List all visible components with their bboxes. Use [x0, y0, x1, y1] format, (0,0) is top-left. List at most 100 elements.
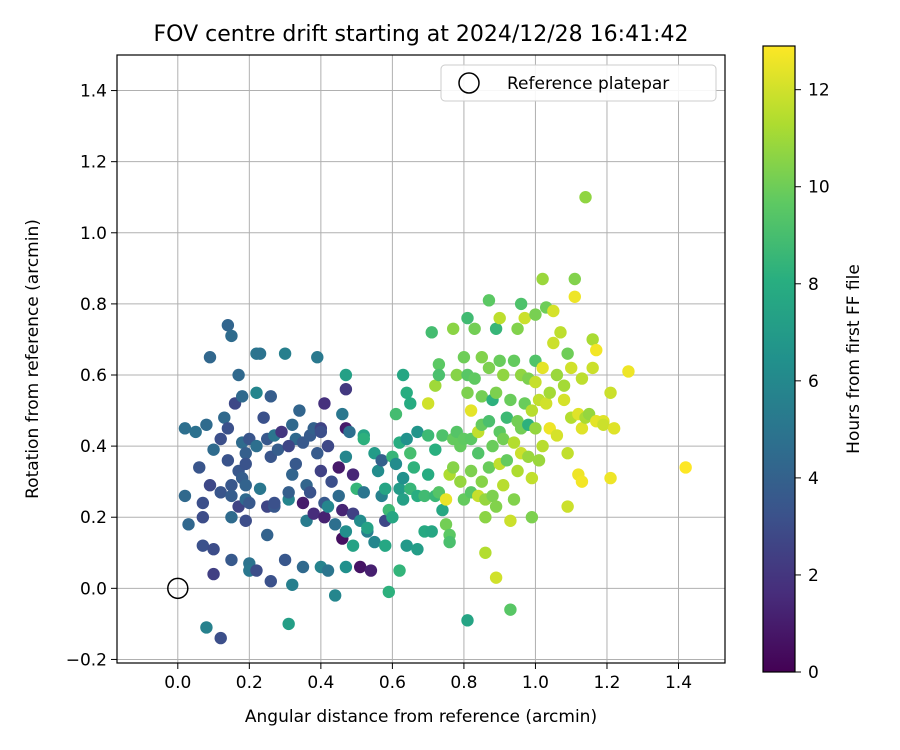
- data-point: [278, 553, 292, 567]
- data-point: [404, 447, 417, 460]
- data-point: [493, 311, 506, 325]
- y-tick-label: 0.2: [80, 508, 107, 528]
- data-point: [421, 468, 435, 481]
- data-point: [504, 603, 517, 616]
- data-point: [289, 457, 303, 471]
- data-point: [436, 503, 449, 517]
- data-point: [346, 468, 360, 481]
- x-tick-label: 1.2: [593, 673, 620, 693]
- data-point: [565, 361, 578, 375]
- data-point: [221, 319, 235, 332]
- data-point: [590, 343, 603, 357]
- data-point: [396, 493, 410, 506]
- data-point: [364, 564, 378, 577]
- data-point: [486, 439, 499, 453]
- data-point: [275, 425, 288, 439]
- data-point: [400, 386, 413, 399]
- data-point: [314, 464, 328, 478]
- data-point: [507, 436, 521, 449]
- data-point: [332, 489, 345, 503]
- data-point: [214, 486, 227, 499]
- data-point: [525, 471, 539, 485]
- data-point: [489, 322, 503, 335]
- data-point: [443, 535, 456, 549]
- data-point: [604, 386, 617, 399]
- data-point: [189, 425, 202, 439]
- data-point: [232, 368, 245, 382]
- x-tick-label: 0.8: [450, 673, 477, 693]
- data-point: [439, 493, 453, 506]
- data-points: [178, 191, 692, 645]
- data-point: [411, 425, 424, 439]
- data-point: [514, 297, 528, 311]
- data-point: [303, 486, 317, 499]
- colorbar-ticks: 0 2 4 6 8 10 12: [795, 81, 830, 683]
- y-axis-ticks: −0.2 0.0 0.2 0.4 0.6 0.8 1.0 1.2 1.4: [66, 82, 117, 670]
- data-point: [479, 511, 492, 524]
- data-point: [193, 461, 206, 474]
- data-point: [500, 454, 514, 467]
- reference-platepar-marker: [167, 577, 189, 600]
- data-point: [257, 411, 270, 424]
- data-point: [221, 454, 235, 467]
- data-point: [207, 443, 220, 456]
- data-point: [386, 511, 399, 524]
- data-point: [461, 386, 474, 399]
- data-point: [550, 368, 564, 382]
- data-point: [178, 422, 192, 435]
- data-point: [547, 304, 560, 318]
- data-point: [597, 418, 610, 431]
- data-point: [250, 386, 263, 399]
- data-point: [339, 525, 353, 538]
- data-point: [622, 365, 635, 378]
- plot-frame: [116, 54, 726, 664]
- data-point: [396, 471, 410, 485]
- data-point: [336, 503, 349, 517]
- data-point: [400, 539, 413, 552]
- legend: Reference platepar: [440, 64, 717, 102]
- data-point: [207, 567, 220, 581]
- colorbar-tick-label: 8: [808, 275, 819, 295]
- data-point: [318, 397, 331, 410]
- data-point: [450, 368, 463, 382]
- x-tick-label: 1.4: [665, 673, 692, 693]
- data-point: [507, 354, 521, 367]
- data-point: [446, 461, 460, 474]
- data-point: [389, 407, 403, 421]
- data-point: [575, 372, 589, 385]
- data-point: [468, 322, 481, 335]
- data-point: [504, 393, 517, 407]
- x-tick-label: 1.0: [522, 673, 549, 693]
- legend-marker-reference: [458, 72, 480, 94]
- data-point: [343, 425, 356, 439]
- data-point: [539, 397, 553, 410]
- data-point: [196, 539, 210, 552]
- data-point: [425, 326, 438, 339]
- colorbar-tick-label: 10: [808, 178, 830, 198]
- data-point: [239, 447, 252, 460]
- chart-title: FOV centre drift starting at 2024/12/28 …: [154, 22, 689, 47]
- data-point: [225, 511, 238, 524]
- data-point: [493, 354, 506, 367]
- data-point: [432, 368, 446, 382]
- data-point: [261, 528, 274, 542]
- data-point: [568, 290, 581, 303]
- data-point: [253, 347, 267, 360]
- reference-layer: [167, 577, 189, 600]
- data-point: [321, 564, 335, 577]
- data-point: [400, 432, 413, 446]
- data-point: [511, 322, 524, 335]
- data-point: [497, 479, 510, 492]
- data-point: [436, 429, 449, 442]
- data-point: [368, 535, 381, 549]
- colorbar-tick-label: 2: [808, 566, 819, 586]
- data-point: [382, 585, 396, 599]
- data-point: [218, 411, 231, 424]
- colorbar-tick-label: 4: [808, 469, 819, 489]
- data-point: [196, 511, 210, 524]
- y-tick-label: −0.2: [66, 650, 107, 670]
- data-point: [328, 589, 342, 602]
- data-point: [339, 383, 353, 396]
- data-point: [282, 486, 295, 499]
